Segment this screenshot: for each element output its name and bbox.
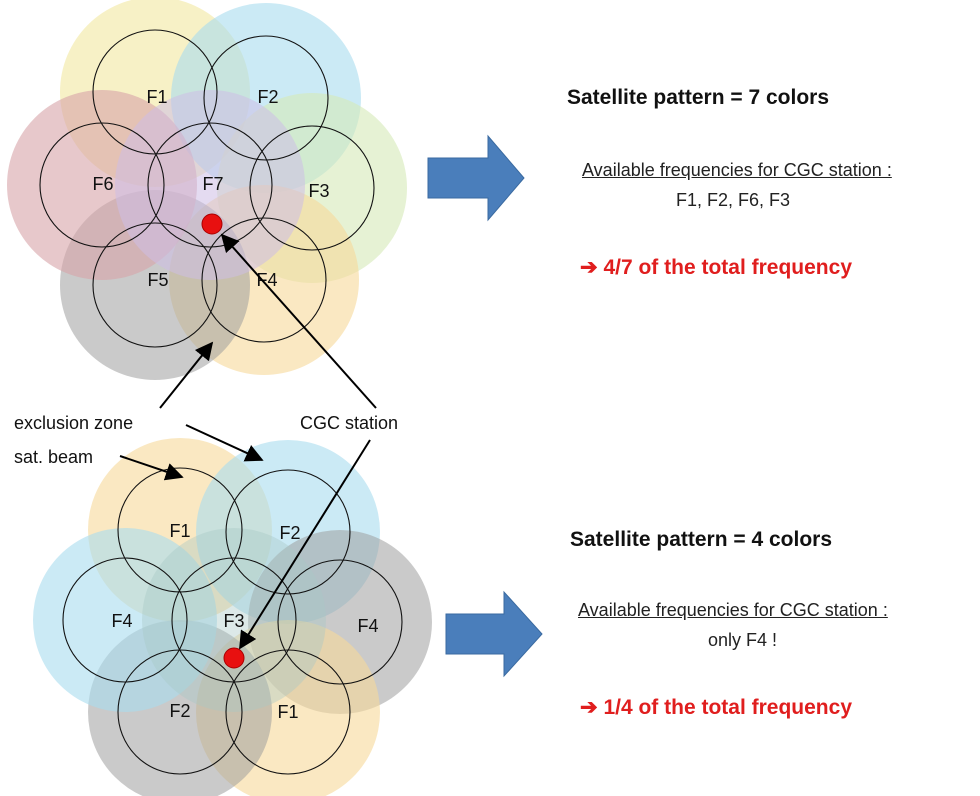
top-cell-cluster: F1 F2 F3 F4 F5 F6 F7 bbox=[7, 0, 407, 380]
bottom-pattern-title: Satellite pattern = 4 colors bbox=[570, 528, 833, 551]
bottom-cell-label-f3-center: F3 bbox=[223, 611, 244, 631]
bottom-available-label: Available frequencies for CGC station : bbox=[578, 600, 888, 620]
bottom-beam-f4-left bbox=[33, 528, 217, 712]
bottom-cell-outline bbox=[171, 557, 297, 683]
bottom-cell-outline bbox=[62, 557, 188, 683]
top-result: ➔ 4/7 of the total frequency bbox=[580, 255, 852, 280]
exclusion-zone-arrow-down bbox=[185, 424, 264, 462]
top-cell-outline bbox=[147, 122, 273, 248]
top-cell-outline bbox=[92, 29, 218, 155]
top-cell-outline bbox=[39, 122, 165, 248]
top-pattern-title: Satellite pattern = 7 colors bbox=[567, 86, 830, 109]
bottom-cell-outline bbox=[277, 559, 403, 685]
bottom-cell-label-f4-left: F4 bbox=[111, 611, 132, 631]
top-cell-label-f4: F4 bbox=[256, 270, 277, 290]
top-cgc-station-dot bbox=[201, 213, 223, 235]
top-block-arrow bbox=[427, 134, 525, 222]
bottom-cgc-station-dot bbox=[223, 647, 245, 669]
bottom-cell-label-f4-right: F4 bbox=[357, 616, 378, 636]
top-cell-outline bbox=[92, 222, 218, 348]
top-cell-label-f5: F5 bbox=[147, 270, 168, 290]
bottom-cell-label-f2-bottom: F2 bbox=[169, 701, 190, 721]
cgc-station-arrow-bottom bbox=[239, 439, 371, 650]
bottom-beam-f3-center bbox=[142, 528, 326, 712]
top-cell-outline bbox=[203, 35, 329, 161]
sat-beam-arrow bbox=[119, 455, 184, 481]
top-beam-f7 bbox=[115, 90, 305, 280]
result-arrow-icon: ➔ bbox=[580, 696, 598, 719]
top-cell-label-f7: F7 bbox=[202, 174, 223, 194]
bottom-cell-label-f2-top: F2 bbox=[279, 523, 300, 543]
exclusion-zone-label: exclusion zone bbox=[14, 413, 134, 433]
top-cell-label-f3: F3 bbox=[308, 181, 329, 201]
bottom-cell-outline bbox=[225, 469, 351, 595]
bottom-result-text: 1/4 of the total frequency bbox=[603, 696, 852, 719]
top-available-values: F1, F2, F6, F3 bbox=[676, 190, 791, 210]
bottom-cell-cluster: F1 F2 F4 F3 F4 F2 F1 bbox=[33, 438, 432, 796]
top-cell-label-f2: F2 bbox=[257, 87, 278, 107]
exclusion-zone-arrow-up bbox=[159, 341, 214, 409]
top-cell-outline bbox=[201, 217, 327, 343]
bottom-available-values: only F4 ! bbox=[708, 630, 778, 650]
top-cell-label-f6: F6 bbox=[92, 174, 113, 194]
top-available-label: Available frequencies for CGC station : bbox=[582, 160, 892, 180]
bottom-cell-label-f1-bottom: F1 bbox=[277, 702, 298, 722]
bottom-cell-label-f1-top: F1 bbox=[169, 521, 190, 541]
bottom-result: ➔ 1/4 of the total frequency bbox=[580, 695, 852, 720]
bottom-block-arrow bbox=[445, 590, 543, 678]
sat-beam-label: sat. beam bbox=[14, 447, 94, 467]
top-result-text: 4/7 of the total frequency bbox=[603, 256, 852, 279]
cgc-station-arrow-top bbox=[220, 233, 377, 409]
top-cell-label-f1: F1 bbox=[146, 87, 167, 107]
result-arrow-icon: ➔ bbox=[580, 256, 598, 279]
top-cell-outline bbox=[249, 125, 375, 251]
cgc-station-label: CGC station bbox=[300, 413, 399, 433]
